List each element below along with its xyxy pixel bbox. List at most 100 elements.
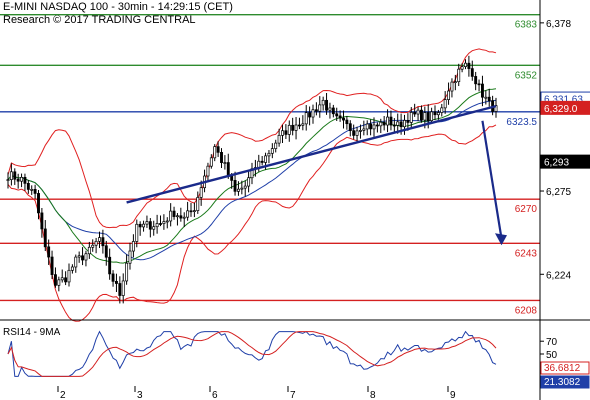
- candle-body: [372, 124, 376, 130]
- candle-body: [199, 187, 203, 198]
- candle-body: [260, 160, 264, 163]
- candle-body: [182, 216, 186, 219]
- candle-body: [81, 255, 85, 261]
- candle-body: [267, 152, 271, 157]
- candle-body: [138, 223, 142, 228]
- candle-body: [67, 269, 71, 283]
- rsi-ma-line: [7, 331, 497, 377]
- candle-body: [382, 121, 386, 126]
- candle-body: [460, 66, 464, 70]
- chart-subtitle: Research © 2017 TRADING CENTRAL: [3, 14, 196, 26]
- forecast-arrow-head: [495, 233, 507, 246]
- candle-body: [304, 112, 308, 125]
- candle-body: [365, 123, 369, 130]
- candle-body: [389, 116, 393, 126]
- candle-body: [172, 210, 176, 217]
- x-tick-label: 2: [60, 390, 66, 400]
- candle-body: [379, 121, 383, 127]
- candle-body: [345, 119, 349, 125]
- trendline: [126, 104, 497, 204]
- bollinger-lower: [7, 124, 497, 322]
- candle-body: [416, 109, 420, 115]
- candle-body: [480, 83, 484, 98]
- rsi-tick-label: 70: [546, 337, 558, 348]
- candle-body: [352, 130, 356, 136]
- candle-body: [413, 112, 417, 115]
- candle-body: [264, 155, 268, 163]
- candle-body: [433, 111, 437, 116]
- y-tick-label: 6,224: [546, 270, 571, 281]
- price-tag-label: 6,293: [544, 158, 569, 169]
- candle-body: [358, 130, 362, 132]
- support-resistance-levels: 6383 6352 6323.5 6270 6243 6208: [0, 13, 540, 316]
- x-tick-label: 7: [290, 390, 296, 400]
- candle-body: [440, 107, 444, 113]
- candle-body: [175, 215, 179, 218]
- candle-body: [84, 253, 88, 261]
- candle-body: [162, 221, 166, 224]
- level-label-6243: 6243: [515, 248, 538, 259]
- candle-body: [189, 210, 193, 213]
- candle-body: [37, 193, 40, 214]
- x-tick-label: 3: [137, 390, 143, 400]
- candle-body: [169, 210, 173, 222]
- date-axis: 2 3 6 7 8 9: [57, 386, 456, 400]
- rsi-title: RSI14 - 9MA: [3, 327, 61, 338]
- candle-body: [321, 99, 325, 106]
- candle-body: [155, 223, 159, 228]
- y-tick-label: 6,275: [546, 187, 571, 198]
- candle-body: [186, 210, 190, 218]
- candle-body: [98, 237, 101, 242]
- candle-body: [447, 90, 451, 100]
- candle-body: [121, 280, 125, 296]
- candle-body: [328, 107, 332, 111]
- candle-body: [111, 273, 115, 282]
- candle-body: [226, 162, 230, 177]
- price-tag-label: 6,329.0: [544, 104, 578, 115]
- candle-body: [94, 240, 98, 246]
- rsi-value-tag: [540, 361, 590, 375]
- candle-body: [436, 112, 440, 116]
- price-tag-label: 6,331.63: [544, 95, 583, 106]
- level-label-6208: 6208: [515, 305, 538, 316]
- candle-body: [369, 123, 373, 130]
- price-tag-box: [540, 154, 590, 169]
- rsi-value-tag: [540, 375, 590, 389]
- candle-body: [16, 178, 20, 182]
- candle-body: [213, 146, 217, 159]
- candle-body: [467, 62, 471, 69]
- candle-body: [23, 176, 27, 184]
- candle-body: [114, 280, 118, 284]
- candle-body: [355, 130, 359, 136]
- candle-body: [152, 226, 156, 230]
- candle-body: [159, 223, 162, 225]
- candle-body: [406, 120, 410, 123]
- candle-body: [216, 146, 220, 153]
- candle-body: [331, 107, 335, 115]
- candle-body: [470, 68, 474, 77]
- candle-body: [403, 120, 406, 128]
- candle-body: [274, 142, 278, 149]
- candle-body: [474, 76, 478, 85]
- candle-body: [399, 121, 403, 128]
- candle-body: [30, 189, 34, 191]
- candle-body: [409, 112, 413, 123]
- candle-body: [487, 96, 491, 101]
- candle-body: [335, 113, 339, 117]
- candle-body: [104, 245, 108, 258]
- candle-body: [297, 124, 301, 127]
- candle-body: [270, 148, 274, 154]
- candle-body: [484, 96, 488, 99]
- candle-body: [206, 165, 210, 177]
- candle-body: [148, 221, 152, 230]
- candle-body: [60, 277, 64, 281]
- level-label-6352: 6352: [515, 70, 538, 81]
- candle-body: [77, 255, 81, 258]
- x-tick-label: 6: [212, 390, 218, 400]
- candle-body: [6, 179, 10, 181]
- candle-body: [240, 187, 244, 190]
- candle-body: [26, 183, 30, 190]
- bollinger-bands: [7, 48, 497, 322]
